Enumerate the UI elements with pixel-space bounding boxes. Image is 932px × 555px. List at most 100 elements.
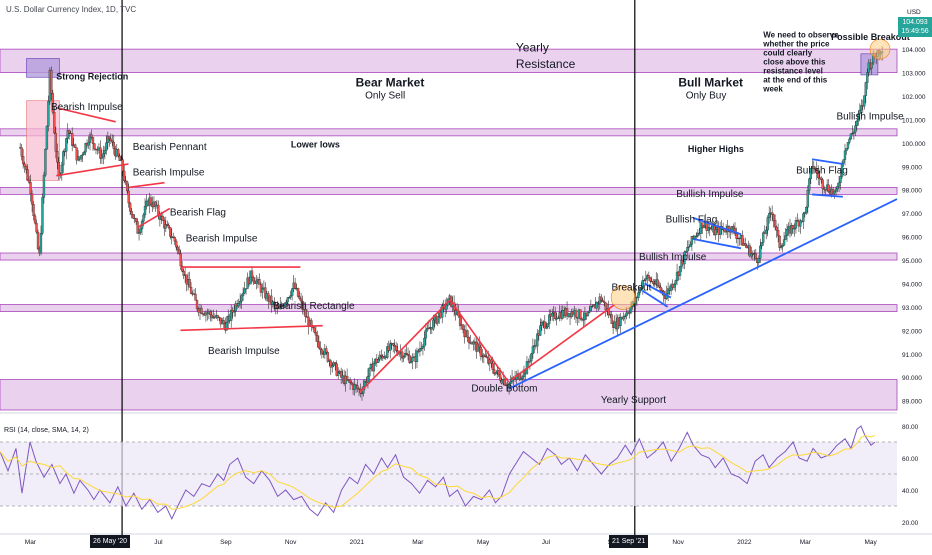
- candle-body: [773, 220, 777, 228]
- candle-body: [178, 249, 181, 254]
- candle-body: [833, 190, 836, 194]
- candle-body: [735, 233, 738, 239]
- candle-body: [499, 374, 502, 381]
- candle-body: [479, 346, 483, 357]
- rsi-tick-1: 60.00: [902, 456, 919, 463]
- price-tick-15: 90.000: [902, 375, 922, 382]
- candles: [19, 46, 884, 401]
- candle-body: [118, 155, 121, 162]
- candle-body: [776, 230, 780, 237]
- candle-body: [403, 353, 407, 357]
- candle-body: [748, 245, 752, 257]
- candle-body: [270, 295, 273, 305]
- candle-body: [204, 312, 208, 316]
- annotation-1: Bearish Impulse: [51, 102, 123, 113]
- candle-body: [784, 235, 787, 240]
- trendline-4: [693, 238, 742, 250]
- price-tick-11: 94.000: [902, 281, 922, 288]
- annotation-8: Bear Market: [356, 76, 425, 90]
- candle-body: [485, 356, 488, 358]
- candle-body: [441, 305, 444, 318]
- trendline-2: [641, 289, 669, 308]
- candle-body: [782, 239, 786, 246]
- candle-body: [393, 345, 396, 347]
- rsi-tick-0: 80.00: [902, 424, 919, 431]
- candle-body: [93, 143, 96, 150]
- candle-body: [790, 225, 793, 234]
- candle-body: [285, 301, 288, 304]
- trendline-3: [692, 217, 742, 236]
- candle-body: [837, 182, 841, 187]
- candle-body: [491, 363, 494, 370]
- candle-body: [128, 202, 132, 212]
- candle-body: [56, 151, 59, 163]
- candle-body: [250, 270, 254, 278]
- resistance-zone-5: [0, 379, 898, 411]
- candle-body: [60, 164, 63, 176]
- time-tick-4: Nov: [285, 539, 297, 546]
- candle-body: [299, 298, 303, 302]
- annotation-note: We need to observe whether the price could…: [762, 30, 839, 93]
- rsi-tick-2: 40.00: [902, 488, 919, 495]
- candle-body: [543, 321, 546, 329]
- candle-body: [334, 362, 337, 364]
- time-tick-2: Jul: [154, 539, 163, 546]
- candle-body: [366, 375, 370, 383]
- candle-body: [53, 112, 56, 134]
- candle-body: [326, 352, 329, 362]
- candle-body: [88, 134, 92, 143]
- candle-body: [409, 361, 413, 363]
- resistance-zone-0: [0, 48, 898, 73]
- breakout-circle: [610, 285, 636, 310]
- candle-body: [583, 312, 587, 320]
- candle-body: [842, 159, 845, 164]
- candle-body: [707, 227, 710, 231]
- candle-body: [372, 363, 376, 372]
- price-tick-7: 98.000: [902, 188, 922, 195]
- candle-body: [625, 312, 628, 317]
- candle-body: [809, 168, 812, 180]
- price-tick-4: 101.000: [902, 117, 926, 124]
- annotation-12: Resistance: [516, 57, 576, 71]
- candle-body: [102, 153, 105, 158]
- annotation-11: Yearly: [516, 40, 549, 54]
- candle-body: [392, 343, 395, 346]
- candle-body: [354, 384, 358, 386]
- time-tick-5: 2021: [350, 539, 365, 546]
- candle-body: [766, 217, 769, 231]
- candle-body: [402, 356, 405, 359]
- candle-body: [293, 282, 297, 289]
- candle-body: [264, 287, 267, 299]
- candle-body: [112, 141, 115, 149]
- candle-body: [310, 320, 313, 327]
- candle-body: [100, 156, 104, 159]
- candle-body: [241, 292, 245, 296]
- candle-body: [750, 253, 753, 257]
- annotation-2: Bearish Pennant: [133, 142, 207, 153]
- rsi-tick-3: 20.00: [902, 520, 919, 527]
- candle-body: [111, 140, 114, 143]
- candle-body: [344, 375, 347, 384]
- candle-body: [656, 279, 659, 286]
- candle-body: [658, 285, 661, 288]
- candle-body: [579, 309, 582, 320]
- candle-body: [279, 304, 282, 309]
- candle-body: [666, 288, 670, 295]
- candle-body: [233, 311, 236, 313]
- candle-body: [273, 301, 276, 305]
- candle-body: [732, 226, 735, 229]
- candle-body: [131, 214, 135, 219]
- pattern-line-7: [449, 299, 510, 383]
- candle-body: [332, 362, 335, 366]
- price-tick-9: 96.000: [902, 235, 922, 242]
- candle-body: [858, 109, 861, 114]
- candle-body: [340, 370, 343, 378]
- annotation-24: Possible Breakout: [831, 32, 910, 42]
- candle-body: [771, 212, 774, 215]
- rsi-line: [0, 425, 876, 520]
- candle-body: [157, 204, 160, 215]
- candle-body: [230, 309, 233, 321]
- candle-body: [757, 258, 760, 264]
- candle-body: [849, 133, 853, 140]
